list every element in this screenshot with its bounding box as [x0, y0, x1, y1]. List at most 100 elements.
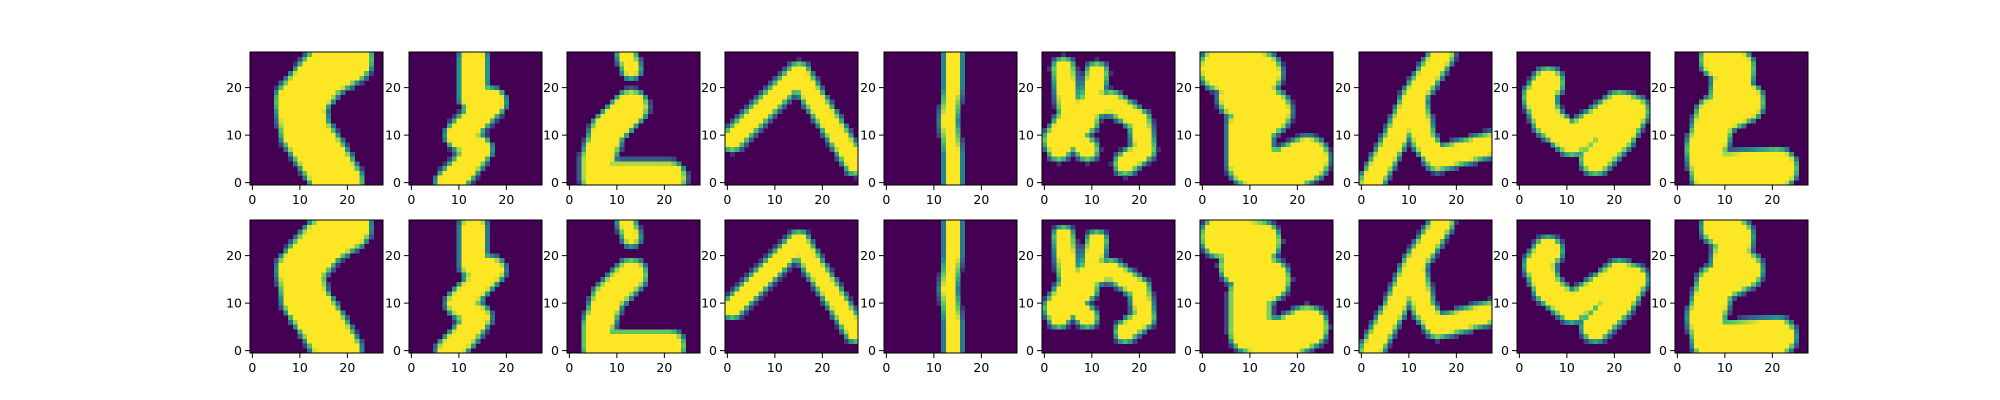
pixel — [1430, 113, 1436, 119]
pixel — [1416, 85, 1422, 91]
pixel — [1099, 85, 1105, 91]
pixel — [475, 109, 481, 115]
pixel — [1708, 90, 1714, 96]
pixel — [1309, 175, 1315, 181]
pixel — [1713, 99, 1719, 105]
pixel — [1736, 99, 1742, 105]
pixel — [843, 296, 849, 302]
pixel — [330, 296, 336, 302]
y-tick-label: 0 — [234, 175, 242, 190]
pixel — [671, 343, 677, 349]
pixel — [288, 272, 294, 278]
pixel — [292, 239, 298, 245]
pixel — [297, 248, 303, 254]
pixel — [1732, 161, 1738, 167]
pixel — [311, 248, 317, 254]
pixel — [647, 99, 653, 105]
pixel — [278, 132, 284, 138]
pixel — [1430, 147, 1436, 153]
pixel — [340, 147, 346, 153]
pixel — [330, 267, 336, 273]
pixel — [466, 75, 472, 81]
y-tick-label: 20 — [1651, 80, 1667, 95]
pixel — [311, 234, 317, 240]
pixel — [335, 151, 341, 157]
pixel — [1631, 142, 1637, 148]
pixel — [820, 267, 826, 273]
pixel — [619, 229, 625, 235]
pixel — [283, 267, 289, 273]
pixel — [278, 286, 284, 292]
pixel — [475, 147, 481, 153]
pixel — [1238, 123, 1244, 129]
pixel — [941, 229, 947, 235]
pixel — [302, 253, 308, 259]
pixel — [624, 224, 630, 230]
pixel — [447, 123, 453, 129]
pixel — [950, 239, 956, 245]
pixel — [1295, 170, 1301, 176]
pixel — [1545, 113, 1551, 119]
pixel — [340, 85, 346, 91]
pixel — [652, 329, 658, 335]
pixel — [1751, 61, 1757, 67]
pixel — [311, 94, 317, 100]
pixel — [767, 253, 773, 259]
pixel — [1204, 56, 1210, 62]
pixel — [1727, 94, 1733, 100]
pixel — [748, 132, 754, 138]
pixel — [633, 175, 639, 181]
pixel — [1223, 80, 1229, 86]
pixel — [758, 296, 764, 302]
pixel — [945, 267, 951, 273]
y-tick-label: 10 — [226, 128, 242, 143]
pixel — [1051, 128, 1057, 134]
pixel — [292, 113, 298, 119]
pixel — [945, 262, 951, 268]
pixel — [368, 61, 374, 67]
pixel — [451, 310, 457, 316]
pixel — [955, 156, 961, 162]
x-tick-label: 10 — [451, 192, 467, 207]
pixel — [763, 286, 769, 292]
pixel — [475, 239, 481, 245]
pixel — [748, 104, 754, 110]
pixel — [466, 229, 472, 235]
pixel — [605, 113, 611, 119]
pixel — [767, 262, 773, 268]
pixel — [1597, 156, 1603, 162]
pixel — [1392, 104, 1398, 110]
pixel — [810, 286, 816, 292]
pixel — [1746, 109, 1752, 115]
pixel — [297, 147, 303, 153]
pixel — [1080, 137, 1086, 143]
pixel — [624, 343, 630, 349]
pixel — [316, 128, 322, 134]
pixel — [335, 343, 341, 349]
pixel — [475, 334, 481, 340]
pixel — [1103, 99, 1109, 105]
pixel — [1056, 161, 1062, 167]
pixel — [782, 90, 788, 96]
pixel — [729, 137, 735, 143]
pixel — [1717, 128, 1723, 134]
y-tick-label: 10 — [860, 296, 876, 311]
pixel — [590, 300, 596, 306]
pixel — [595, 281, 601, 287]
pixel — [489, 319, 495, 325]
pixel — [1209, 66, 1215, 72]
pixel — [805, 61, 811, 67]
pixel — [1056, 85, 1062, 91]
pixel — [1252, 75, 1258, 81]
pixel — [1299, 147, 1305, 153]
pixel — [1607, 151, 1613, 157]
pixel — [1536, 94, 1542, 100]
pixel — [470, 286, 476, 292]
pixel — [791, 243, 797, 249]
pixel — [311, 132, 317, 138]
pixel — [1689, 142, 1695, 148]
pixel — [1741, 71, 1747, 77]
pixel — [734, 118, 740, 124]
pixel — [283, 118, 289, 124]
pixel — [1621, 118, 1627, 124]
